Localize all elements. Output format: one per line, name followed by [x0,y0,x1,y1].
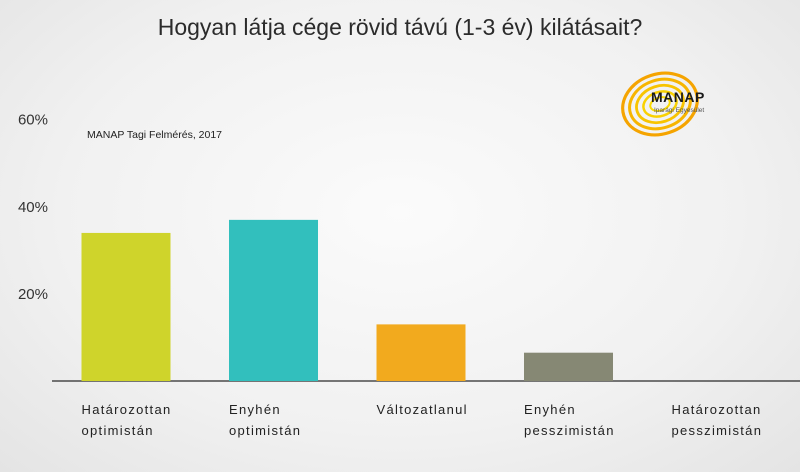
category-label: pesszimistán [524,423,615,438]
y-tick-label: 40% [18,199,48,216]
category-label: optimistán [82,423,154,438]
bar [229,219,318,381]
y-tick-label: 60% [18,112,48,129]
category-label: pesszimistán [672,423,763,438]
logo-subtitle: Iparági Egyesület [654,107,704,114]
manap-logo: MANAP Iparági Egyesület [621,71,705,137]
survey-annotation: MANAP Tagi Felmérés, 2017 [87,129,222,141]
category-label: Határozottan [672,402,762,417]
category-label: Enyhén [524,402,576,417]
logo-rings-icon [621,71,699,137]
bar [524,352,613,381]
category-label: Enyhén [229,402,281,417]
bar [376,324,466,381]
y-tick-label: 20% [18,286,48,303]
bar [81,232,171,381]
category-label: optimistán [229,423,301,438]
category-label: Változatlanul [377,402,468,417]
chart-title: Hogyan látja cége rövid távú (1-3 év) ki… [157,14,643,40]
logo-name: MANAP [651,89,705,105]
category-label: Határozottan [82,402,172,417]
